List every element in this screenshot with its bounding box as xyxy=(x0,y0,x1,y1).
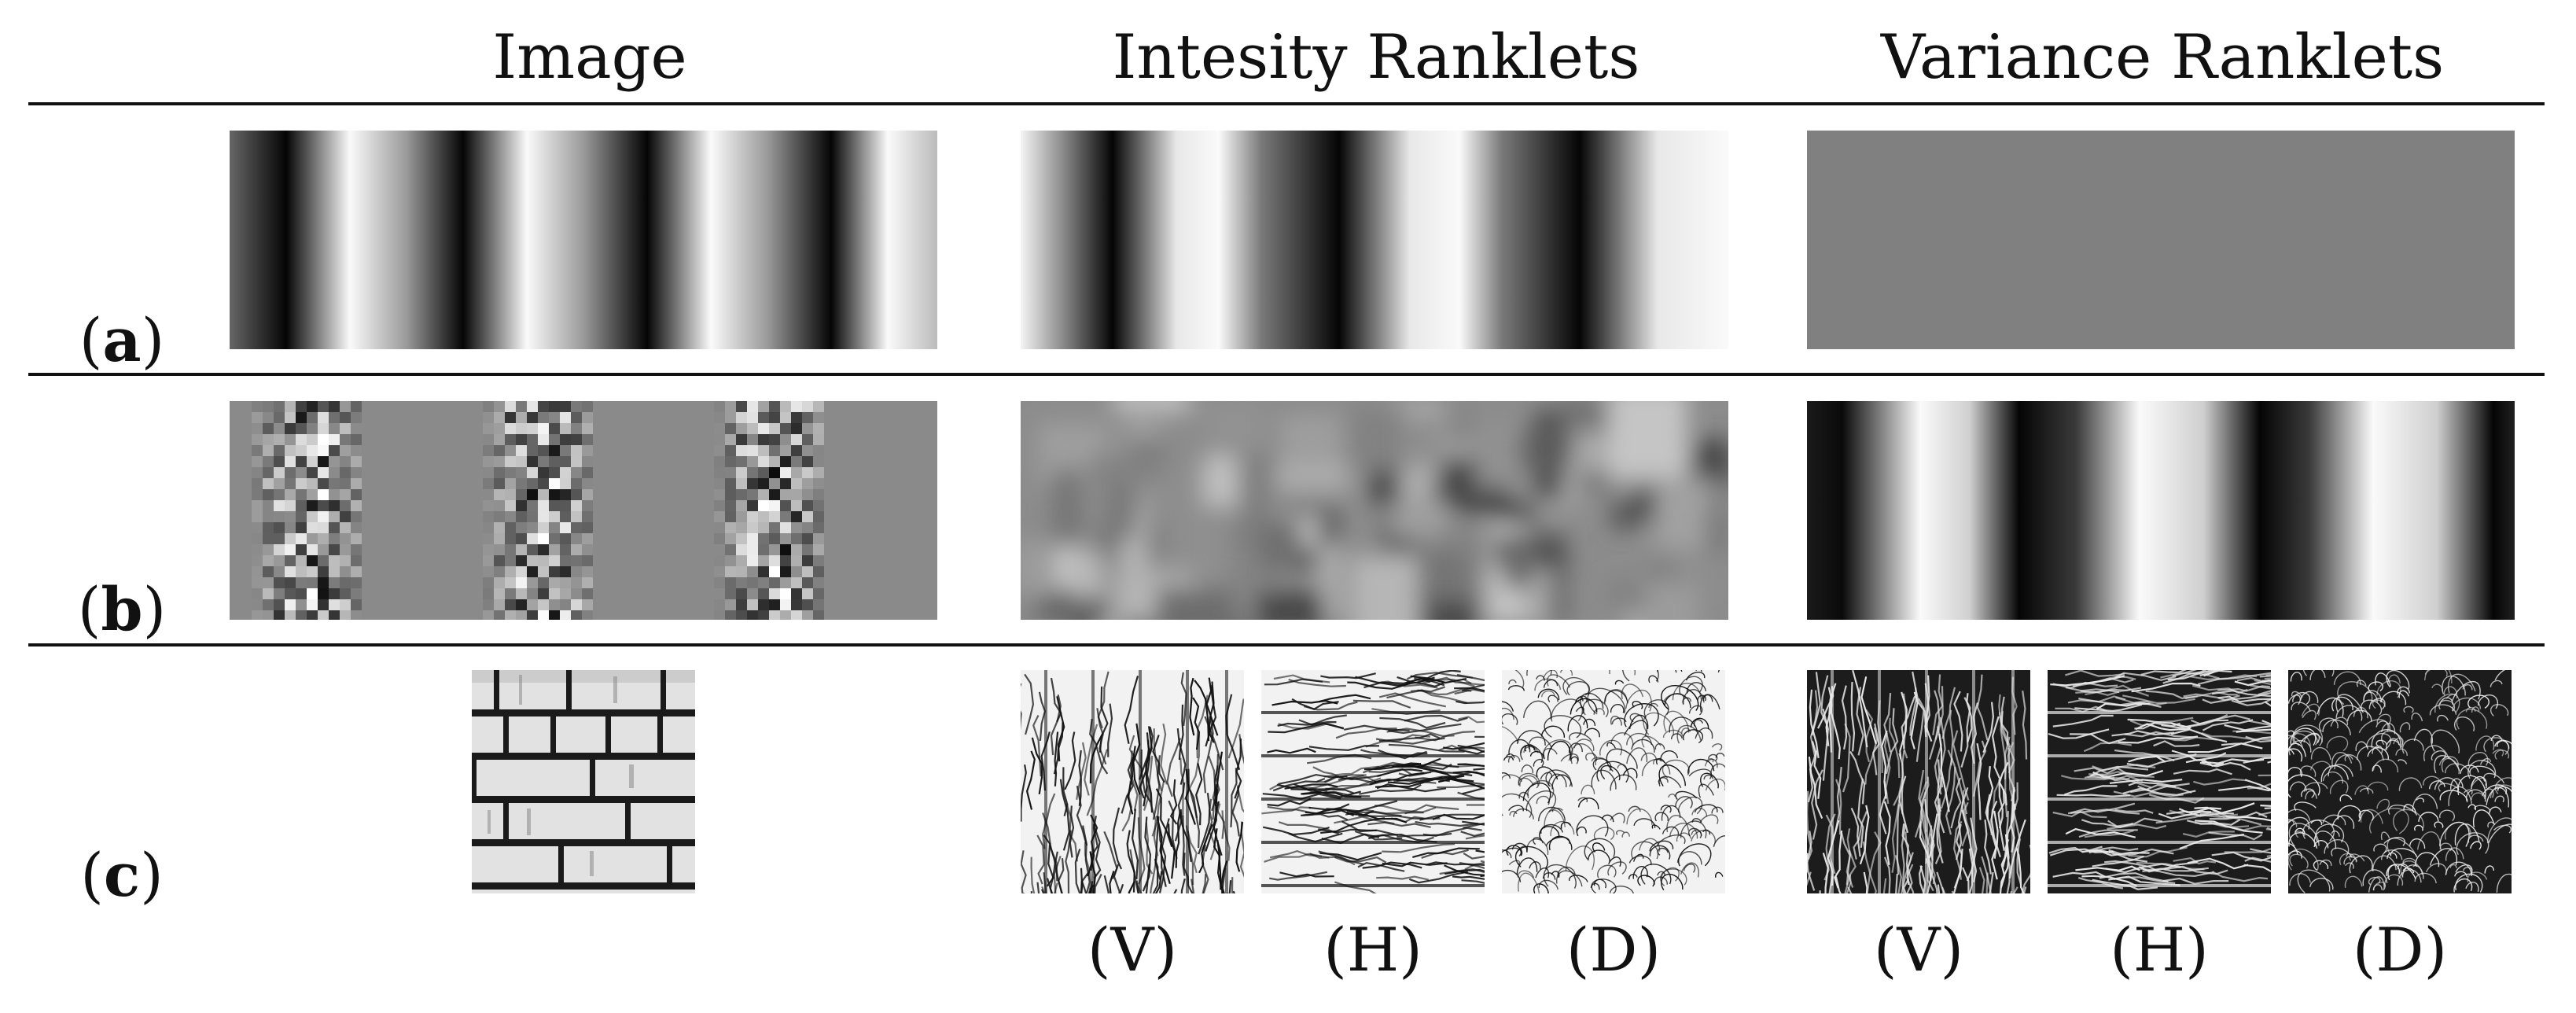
sub-label-intensity-d: (D) xyxy=(1566,915,1662,985)
image-panel-c-brick-texture xyxy=(472,670,695,893)
intensity-ranklet-panel-c-diagonal xyxy=(1502,670,1725,893)
variance-ranklet-panel-a-uniform xyxy=(1807,131,2515,349)
row-label-c: (c) xyxy=(80,840,164,910)
rule-header xyxy=(28,102,2545,105)
variance-ranklet-panel-c-horizontal xyxy=(2048,670,2271,893)
sub-label-variance-h: (H) xyxy=(2110,915,2209,985)
intensity-ranklet-panel-b xyxy=(1021,401,1728,620)
column-header-image: Image xyxy=(492,22,687,93)
column-header-intensity-ranklets: Intesity Ranklets xyxy=(1112,22,1640,93)
variance-ranklet-panel-b-sinusoidal-stripes xyxy=(1807,401,2515,620)
column-header-variance-ranklets: Variance Ranklets xyxy=(1880,22,2445,93)
row-label-b: (b) xyxy=(77,574,167,644)
row-label-a: (a) xyxy=(79,305,165,375)
intensity-ranklet-panel-c-horizontal xyxy=(1261,670,1485,893)
intensity-ranklet-panel-a xyxy=(1021,131,1728,349)
image-panel-b-noise-texture xyxy=(230,401,937,620)
sub-label-intensity-h: (H) xyxy=(1323,915,1422,985)
sub-label-intensity-v: (V) xyxy=(1087,915,1178,985)
variance-ranklet-panel-c-diagonal xyxy=(2288,670,2512,893)
intensity-ranklet-panel-c-vertical xyxy=(1021,670,1244,893)
sub-label-variance-d: (D) xyxy=(2352,915,2448,985)
rule-row-b xyxy=(28,643,2545,646)
image-panel-a-sinusoidal-stripes xyxy=(230,131,937,349)
sub-label-variance-v: (V) xyxy=(1873,915,1964,985)
rule-row-a xyxy=(28,373,2545,376)
variance-ranklet-panel-c-vertical xyxy=(1807,670,2030,893)
